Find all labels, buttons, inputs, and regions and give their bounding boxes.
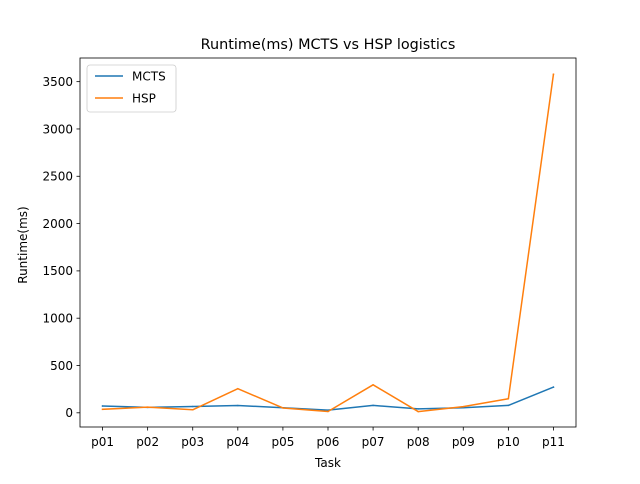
data-point-hsp xyxy=(146,406,149,408)
x-tick-label: p11 xyxy=(542,435,565,449)
data-point-hsp xyxy=(237,387,239,390)
y-tick-label: 0 xyxy=(65,406,73,420)
plot-area-frame xyxy=(79,57,577,428)
x-tick-label: p08 xyxy=(407,435,430,449)
y-tick-label: 3500 xyxy=(42,75,73,89)
y-tick-label: 500 xyxy=(50,359,73,373)
data-point-mcts xyxy=(372,404,374,407)
data-point-mcts xyxy=(552,386,555,388)
data-point-hsp xyxy=(462,405,465,408)
x-tick-label: p05 xyxy=(271,435,294,449)
x-tick-label: p07 xyxy=(362,435,385,449)
data-point-hsp xyxy=(417,410,419,413)
data-point-hsp xyxy=(191,409,194,411)
y-tick-label: 3000 xyxy=(42,122,73,136)
x-axis-ticks: p01 p02 p03 p04 p05 p06 p07 p08 p09 p10 p11 xyxy=(91,427,565,449)
y-tick-label: 2000 xyxy=(42,217,73,231)
data-point-mcts xyxy=(507,404,510,407)
data-point-mcts xyxy=(237,404,239,407)
x-tick-label: p04 xyxy=(226,435,249,449)
data-point-hsp xyxy=(282,407,284,409)
y-tick-label: 1500 xyxy=(42,264,73,278)
y-tick-label: 2500 xyxy=(42,170,73,184)
legend-label-hsp: HSP xyxy=(132,92,156,106)
data-point-hsp xyxy=(101,408,104,411)
data-point-hsp xyxy=(507,398,510,400)
y-axis-ticks: 0 500 1000 1500 2000 2500 3000 3500 xyxy=(42,75,80,420)
data-point-mcts xyxy=(101,405,104,407)
y-tick-label: 1000 xyxy=(42,311,73,325)
x-tick-label: p10 xyxy=(497,435,520,449)
data-point-hsp xyxy=(372,384,374,386)
x-tick-label: p02 xyxy=(136,435,159,449)
chart-title: Runtime(ms) MCTS vs HSP logistics xyxy=(201,37,456,53)
data-point-mcts xyxy=(191,405,194,408)
x-axis-label: Task xyxy=(314,456,341,470)
data-point-hsp xyxy=(552,73,555,76)
x-tick-label: p06 xyxy=(317,435,340,449)
y-axis-label: Runtime(ms) xyxy=(16,206,30,283)
x-tick-label: p09 xyxy=(452,435,475,449)
x-tick-label: p01 xyxy=(91,435,114,449)
x-tick-label: p03 xyxy=(181,435,204,449)
data-point-mcts xyxy=(417,408,419,410)
series-layer xyxy=(101,73,555,413)
legend: MCTS HSP xyxy=(86,64,177,113)
data-point-hsp xyxy=(327,410,329,413)
legend-label-mcts: MCTS xyxy=(132,70,166,84)
